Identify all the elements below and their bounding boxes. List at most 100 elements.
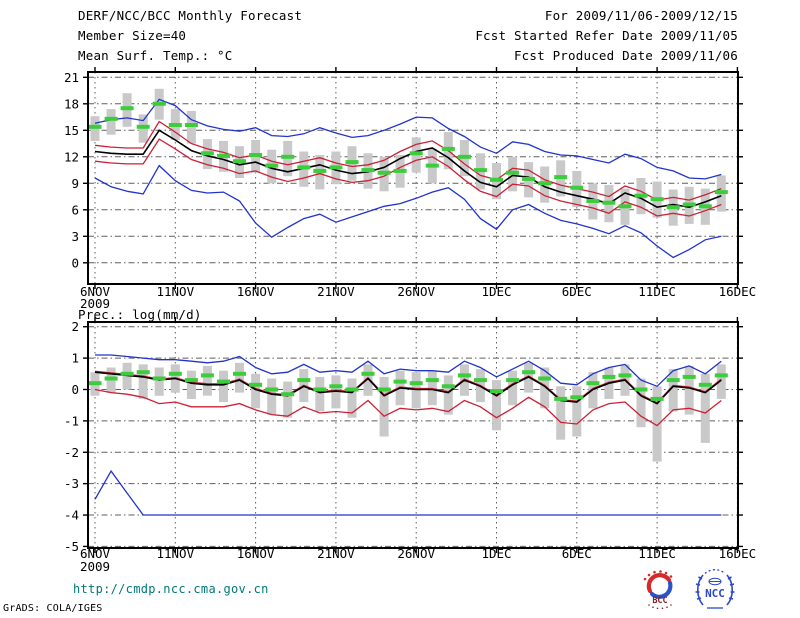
observation-dash <box>425 163 439 168</box>
observation-dash <box>409 151 423 156</box>
observation-dash <box>265 163 279 168</box>
series-plus-std-line <box>94 370 722 404</box>
observation-dash <box>104 376 118 381</box>
y-tick-label: -1 <box>64 413 79 428</box>
x-tick-label: 1DEC <box>481 284 511 299</box>
x-tick-label: 16DEC <box>719 546 757 561</box>
observation-dash <box>233 159 246 164</box>
observation-dash <box>217 379 230 384</box>
temperature-chart-panel: 0 3 6 9 12 15 18 21 6NOV 11NOV 16NOV 21NOV 26NOV 1DEC… <box>64 67 756 311</box>
x-tick-label: 11NOV <box>156 284 194 299</box>
y-tick-label: 0 <box>71 382 79 397</box>
observation-dash <box>361 371 375 376</box>
observation-dash <box>136 370 150 375</box>
y-tick-label: 1 <box>71 351 79 366</box>
spread-bar <box>508 370 518 406</box>
observation-dash <box>618 373 632 378</box>
spread-bar <box>363 364 373 396</box>
observation-dash <box>329 384 343 389</box>
observation-dash <box>217 153 230 158</box>
y-tick-label: 6 <box>71 202 79 217</box>
bcc-logo-top-arc-text <box>643 570 673 581</box>
observation-dash <box>441 384 455 389</box>
observation-dash <box>88 381 102 386</box>
observation-dash <box>522 176 536 181</box>
spread-bar <box>154 367 164 396</box>
observation-dash <box>602 374 616 379</box>
observation-dash <box>457 373 471 378</box>
spread-bar <box>684 365 694 415</box>
series-ensemble-min-line <box>94 469 722 516</box>
observation-dash <box>136 124 150 129</box>
spread-bar <box>219 370 228 403</box>
y-tick-label: 15 <box>64 123 79 138</box>
observation-dash <box>168 371 182 376</box>
chart-frame <box>87 71 739 285</box>
observation-dash <box>393 168 407 173</box>
observation-dash <box>634 387 648 392</box>
observation-dash <box>602 200 616 205</box>
observation-dash <box>538 181 552 186</box>
observation-dash <box>152 376 166 381</box>
observation-dash <box>490 177 503 182</box>
footer-url: http://cmdp.ncc.cma.gov.cn <box>73 582 269 596</box>
spread-bar <box>315 376 325 412</box>
y-tick-label: -4 <box>64 508 79 523</box>
series-minus-std-line <box>94 388 722 427</box>
spread-bar <box>283 381 293 418</box>
y-tick-label: 21 <box>64 70 79 85</box>
bcc-logo-blue-swirl <box>649 580 673 599</box>
x-tick-label: 26NOV <box>397 284 435 299</box>
observation-dash <box>265 387 279 392</box>
observation-dash <box>554 396 568 401</box>
observation-dash <box>473 168 487 173</box>
observation-dash <box>441 146 455 151</box>
x-tick-label: 16NOV <box>237 546 275 561</box>
spread-bar <box>106 109 116 135</box>
grads-credit: GrADS: COLA/IGES <box>3 603 103 614</box>
observation-dash <box>618 204 632 209</box>
observation-dash <box>88 124 102 129</box>
observation-dash <box>297 378 311 383</box>
member-size-label: Member Size=40 <box>78 28 187 43</box>
observation-dash <box>538 376 552 381</box>
series-ensemble-mean-line <box>94 129 722 209</box>
x-tick-label: 26NOV <box>397 546 435 561</box>
series-minus-std-line <box>94 138 722 217</box>
spread-bar <box>716 364 726 399</box>
x-tick-label: 16DEC <box>719 284 757 299</box>
observation-dash <box>698 204 712 209</box>
x-axis-year-label: 2009 <box>80 296 110 311</box>
observation-dash <box>457 154 471 159</box>
observation-dash <box>570 395 584 400</box>
observation-dash <box>313 168 327 173</box>
y-tick-label: 2 <box>71 319 79 334</box>
observation-dash <box>200 373 214 378</box>
temp-chart-title: Mean Surf. Temp.: °C <box>78 48 233 63</box>
observation-dash <box>104 116 118 121</box>
chart-frame <box>87 321 739 549</box>
observation-dash <box>249 382 263 387</box>
spread-bar <box>700 373 710 443</box>
observation-dash <box>698 382 712 387</box>
observation-dash <box>361 168 375 173</box>
observation-dash <box>297 165 311 170</box>
observation-dash <box>377 387 391 392</box>
series-plus-std-line <box>94 120 722 201</box>
observation-dash <box>184 378 198 383</box>
observation-dash <box>666 378 680 383</box>
bcc-logo: BCC <box>637 566 683 612</box>
observation-dash <box>506 170 520 175</box>
ncc-logo-wreath <box>695 569 735 609</box>
ncc-logo: NCC <box>695 569 735 609</box>
series-ensemble-max-line <box>94 98 722 180</box>
observation-dash <box>233 371 246 376</box>
observation-dash <box>249 153 263 157</box>
y-tick-label: -3 <box>64 476 79 491</box>
observation-dash <box>666 205 680 210</box>
x-tick-label: 6NOV <box>80 284 111 299</box>
y-tick-label: 18 <box>64 96 79 111</box>
spread-bar <box>668 369 678 412</box>
